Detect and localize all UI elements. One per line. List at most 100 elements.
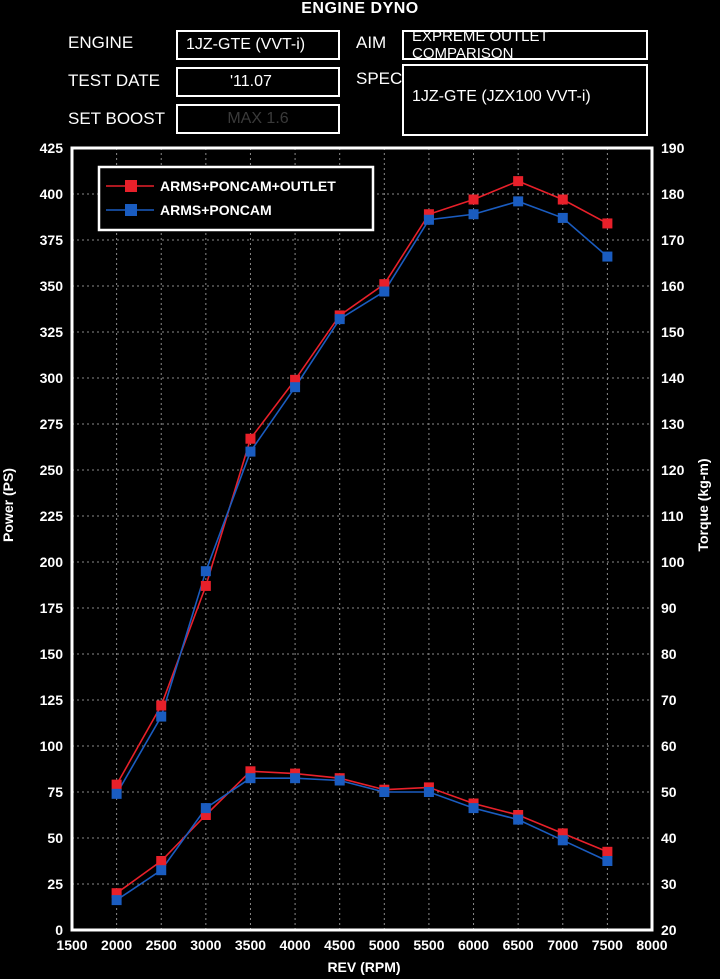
x-axis-label: REV (RPM) bbox=[327, 959, 400, 975]
y2-tick-label: 20 bbox=[661, 922, 677, 938]
data-point-torque-3 bbox=[334, 775, 345, 786]
data-point-power-1 bbox=[513, 196, 524, 207]
y-tick-label: 325 bbox=[40, 324, 64, 340]
y-axis-label: Power (PS) bbox=[0, 468, 16, 542]
data-point-power-0 bbox=[245, 433, 256, 444]
data-point-power-1 bbox=[290, 382, 301, 393]
series-line-torque-2 bbox=[116, 770, 608, 894]
data-point-torque-3 bbox=[423, 787, 434, 797]
plot-frame bbox=[70, 146, 654, 932]
legend-label: ARMS+PONCAM bbox=[160, 202, 272, 218]
data-point-power-1 bbox=[423, 214, 434, 225]
y-tick-label: 100 bbox=[40, 738, 64, 754]
data-point-power-1 bbox=[602, 251, 613, 262]
y2-tick-label: 190 bbox=[661, 140, 685, 156]
data-point-torque-3 bbox=[557, 835, 568, 846]
data-point-power-1 bbox=[379, 286, 390, 297]
data-point-power-0 bbox=[468, 194, 479, 205]
data-point-torque-3 bbox=[156, 865, 167, 876]
data-point-power-1 bbox=[111, 788, 122, 799]
y-tick-label: 425 bbox=[40, 140, 64, 156]
legend-box bbox=[97, 165, 375, 232]
data-point-power-0 bbox=[200, 580, 211, 591]
legend-marker bbox=[125, 204, 137, 216]
series-line-torque-3 bbox=[116, 777, 608, 901]
engine-value: 1JZ-GTE (VVT-i) bbox=[186, 36, 306, 53]
data-point-torque-3 bbox=[468, 803, 479, 814]
data-point-power-0 bbox=[557, 194, 568, 205]
chart-grid bbox=[71, 147, 653, 931]
y-tick-label: 225 bbox=[40, 508, 64, 524]
x-tick-label: 1500 bbox=[56, 937, 87, 953]
y-tick-label: 275 bbox=[40, 416, 64, 432]
aim-value: EXPREME OUTLET COMPARISON bbox=[412, 28, 549, 62]
data-point-power-0 bbox=[379, 279, 390, 290]
data-point-power-1 bbox=[334, 314, 345, 325]
data-point-torque-3 bbox=[200, 803, 211, 814]
test-date-value: '11.07 bbox=[230, 73, 272, 90]
x-tick-label: 5000 bbox=[369, 937, 400, 953]
y2-tick-label: 50 bbox=[661, 784, 677, 800]
x-tick-label: 2000 bbox=[101, 937, 132, 953]
y-tick-label: 300 bbox=[40, 370, 64, 386]
spec-label: SPEC bbox=[356, 69, 403, 88]
set-boost-value: MAX 1.6 bbox=[227, 110, 289, 127]
y2-tick-label: 160 bbox=[661, 278, 685, 294]
data-point-torque-3 bbox=[379, 787, 390, 797]
x-tick-label: 3000 bbox=[190, 937, 221, 953]
y-tick-label: 175 bbox=[40, 600, 64, 616]
data-point-power-1 bbox=[156, 711, 167, 722]
x-tick-label: 5500 bbox=[413, 937, 444, 953]
data-point-torque-2 bbox=[200, 810, 211, 820]
aim-value-box: EXPREME OUTLET COMPARISON bbox=[402, 28, 648, 62]
y-tick-label: 250 bbox=[40, 462, 64, 478]
data-point-torque-3 bbox=[513, 814, 524, 825]
x-tick-label: 6500 bbox=[503, 937, 534, 953]
aim-label: AIM bbox=[356, 33, 387, 52]
y2-tick-label: 70 bbox=[661, 692, 677, 708]
data-point-power-1 bbox=[468, 209, 479, 220]
y2-tick-label: 150 bbox=[661, 324, 685, 340]
y2-tick-label: 100 bbox=[661, 554, 685, 570]
y-tick-label: 200 bbox=[40, 554, 64, 570]
set-boost-value-box: MAX 1.6 bbox=[176, 104, 340, 134]
data-point-torque-3 bbox=[111, 895, 122, 906]
y-tick-label: 75 bbox=[47, 784, 63, 800]
engine-label: ENGINE bbox=[68, 33, 134, 52]
y-tick-label: 50 bbox=[47, 830, 63, 846]
x-tick-label: 4500 bbox=[324, 937, 355, 953]
y2-tick-label: 180 bbox=[661, 186, 685, 202]
y2-tick-label: 30 bbox=[661, 876, 677, 892]
x-tick-label: 8000 bbox=[636, 937, 667, 953]
y2-tick-label: 80 bbox=[661, 646, 677, 662]
series-line-power-1 bbox=[115, 200, 608, 795]
y-tick-label: 125 bbox=[40, 692, 64, 708]
spec-value-box: 1JZ-GTE (JZX100 VVT-i) bbox=[402, 64, 648, 136]
set-boost-label: SET BOOST bbox=[68, 109, 165, 128]
y2-tick-label: 40 bbox=[661, 830, 677, 846]
y2-tick-label: 110 bbox=[661, 508, 684, 524]
data-point-power-0 bbox=[156, 700, 167, 711]
y2-axis-label: Torque (kg-m) bbox=[695, 458, 711, 551]
y-tick-label: 400 bbox=[40, 186, 64, 202]
y2-tick-label: 140 bbox=[661, 370, 685, 386]
test-date-label: TEST DATE bbox=[68, 71, 160, 90]
series-line-power-0 bbox=[115, 180, 608, 786]
y-tick-label: 150 bbox=[40, 646, 64, 662]
data-point-torque-3 bbox=[290, 773, 301, 784]
x-tick-label: 7000 bbox=[547, 937, 578, 953]
data-point-torque-3 bbox=[245, 773, 256, 784]
data-point-torque-2 bbox=[557, 828, 568, 839]
y-tick-label: 350 bbox=[40, 278, 64, 294]
legend-label: ARMS+PONCAM+OUTLET bbox=[160, 178, 336, 194]
data-point-torque-2 bbox=[245, 766, 256, 777]
chart-series bbox=[111, 176, 613, 906]
y2-tick-label: 60 bbox=[661, 738, 677, 754]
data-point-torque-2 bbox=[111, 888, 122, 899]
engine-value-box: 1JZ-GTE (VVT-i) bbox=[176, 30, 340, 60]
spec-value: 1JZ-GTE (JZX100 VVT-i) bbox=[412, 88, 591, 105]
x-tick-label: 4000 bbox=[279, 937, 310, 953]
data-point-torque-2 bbox=[602, 846, 613, 857]
chart-title: ENGINE DYNO bbox=[301, 0, 419, 17]
data-point-power-0 bbox=[423, 209, 434, 220]
